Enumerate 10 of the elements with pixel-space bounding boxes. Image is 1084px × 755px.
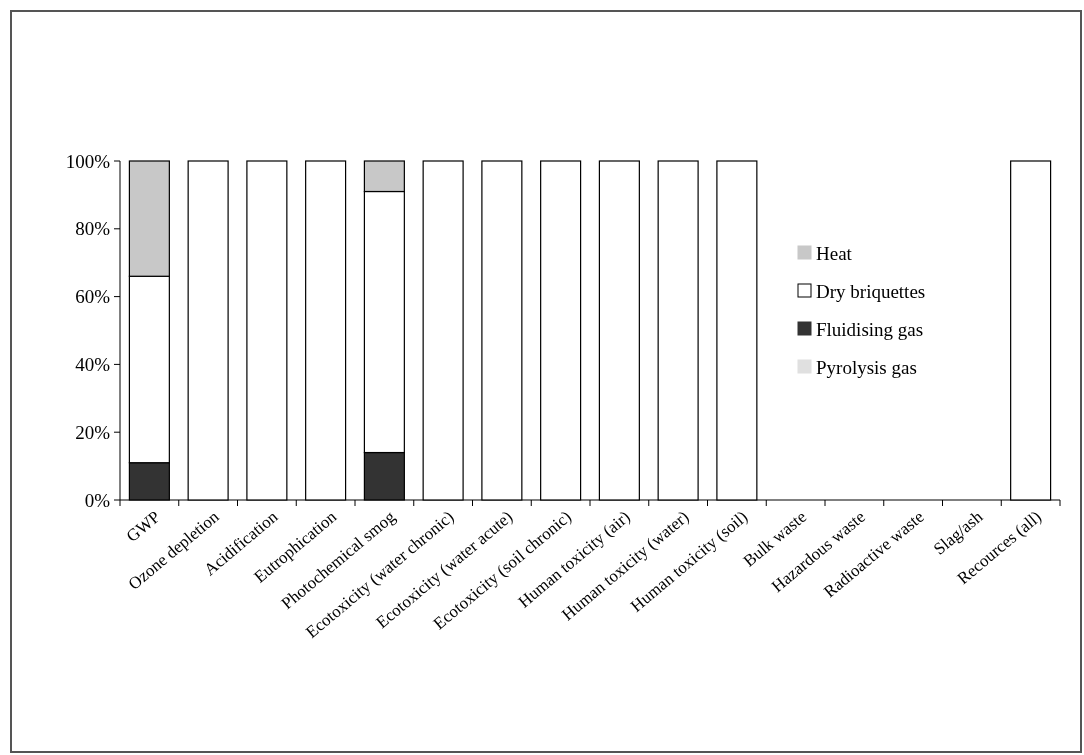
y-tick-label: 40% [75, 354, 111, 376]
legend-label: Pyrolysis gas [816, 356, 917, 378]
legend-label: Fluidising gas [816, 318, 924, 340]
y-tick-label: 0% [84, 489, 111, 511]
y-tick-label: 60% [75, 286, 111, 308]
y-tick-label: 80% [75, 218, 111, 240]
y-tick-label: 20% [75, 421, 111, 443]
legend-label: Heat [816, 242, 853, 264]
y-tick-label: 100% [65, 150, 111, 172]
legend-label: Dry briquettes [816, 280, 926, 302]
